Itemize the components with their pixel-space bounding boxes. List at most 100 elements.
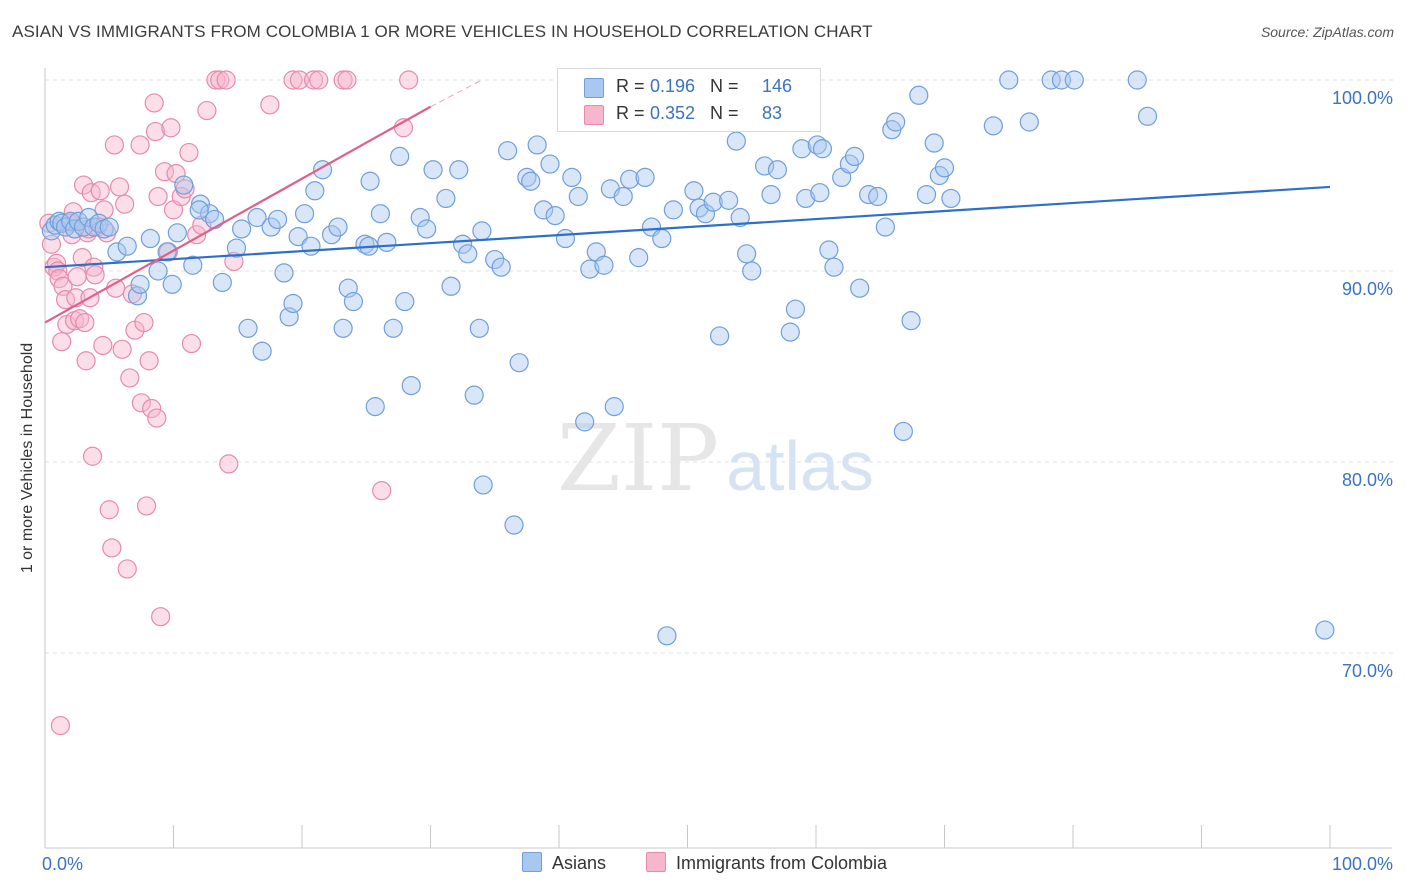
colombia-point [91,182,109,200]
asians-point [685,182,703,200]
asians-point [762,186,780,204]
asians-point [569,188,587,206]
legend-swatch-asians [584,78,604,98]
asians-point [984,117,1002,135]
colombia-point [220,455,238,473]
legend-r-label: R = [616,103,645,124]
asians-point [344,293,362,311]
colombia-point [68,268,86,286]
asians-point [424,161,442,179]
asians-point [371,205,389,223]
asians-point [563,168,581,186]
y-tick-label: 70.0% [1342,661,1393,681]
x-tick-label: 0.0% [42,854,83,874]
colombia-point [182,335,200,353]
asians-point [505,516,523,534]
asians-point [366,398,384,416]
series-asians-points [42,71,1333,645]
scatter-chart: ZIP atlas 100.0%90.0%80.0%70.0%0.0% 100.0% [0,0,1406,892]
asians-point [876,218,894,236]
colombia-point [116,195,134,213]
y-tick-label: 80.0% [1342,470,1393,490]
colombia-point [86,266,104,284]
asians-point [473,222,491,240]
asians-point [781,323,799,341]
y-tick-label: 100.0% [1332,88,1393,108]
colombia-point [373,482,391,500]
legend-n-label: N = [710,76,739,97]
asians-point [786,300,804,318]
asians-point [361,172,379,190]
asians-point [206,210,224,228]
asians-point [942,189,960,207]
asians-point [902,312,920,330]
asians-point [418,220,436,238]
asians-point [869,188,887,206]
asians-point [846,147,864,165]
asians-point [275,264,293,282]
asians-point [510,354,528,372]
trend-line-colombia-extension [431,80,482,107]
asians-point [720,191,738,209]
colombia-point [338,71,356,89]
legend-r-label: R = [616,76,645,97]
asians-point [459,245,477,263]
asians-point [253,342,271,360]
asians-point [811,184,829,202]
colombia-point [400,71,418,89]
asians-point [605,398,623,416]
asians-point [630,249,648,267]
asians-point [378,233,396,251]
bottom-legend-asians: Asians [522,852,606,876]
colombia-point [103,539,121,557]
asians-point [302,237,320,255]
asians-point [442,277,460,295]
colombia-point [121,369,139,387]
asians-point [391,147,409,165]
y-tick-label: 90.0% [1342,279,1393,299]
asians-point [743,262,761,280]
bottom-legend-colombia: Immigrants from Colombia [646,852,887,876]
colombia-point [261,96,279,114]
asians-point [213,273,231,291]
colombia-point [84,447,102,465]
asians-point [296,205,314,223]
asians-point [163,275,181,293]
colombia-point [135,314,153,332]
asians-point [546,207,564,225]
colombia-point [118,560,136,578]
asians-point [384,319,402,337]
asians-point [131,275,149,293]
asians-point [190,201,208,219]
colombia-point [310,71,328,89]
asians-point [541,155,559,173]
asians-point [100,218,118,236]
colombia-point [76,314,94,332]
asians-point [894,422,912,440]
legend-r-value: 0.352 [650,103,695,124]
colombia-point [152,608,170,626]
asians-point [141,230,159,248]
asians-point [168,224,186,242]
asians-point [851,279,869,297]
watermark-atlas: atlas [726,427,874,505]
colombia-point [148,409,166,427]
bottom-legend-label-colombia: Immigrants from Colombia [676,853,887,873]
asians-point [658,627,676,645]
grid-lines [45,80,1393,653]
asians-point [329,218,347,236]
series-colombia-points [40,71,418,735]
asians-point [664,201,682,219]
colombia-point [198,102,216,120]
colombia-point [94,336,112,354]
colombia-point [113,340,131,358]
asians-point [636,168,654,186]
asians-point [910,86,928,104]
bottom-legend-swatch-asians [522,852,542,872]
asians-point [334,319,352,337]
asians-point [528,136,546,154]
asians-point [595,256,613,274]
asians-point [1139,107,1157,125]
asians-point [1065,71,1083,89]
colombia-point [131,136,149,154]
